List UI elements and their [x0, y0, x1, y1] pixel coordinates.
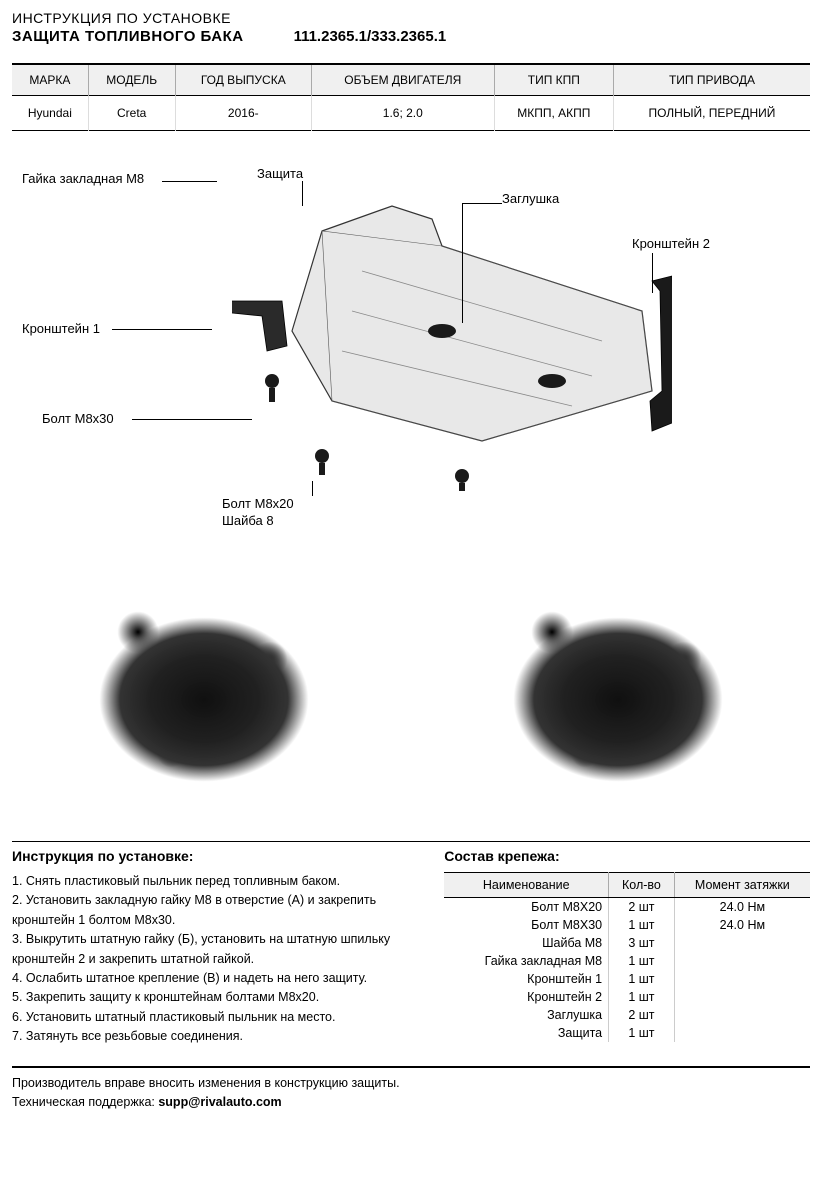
spec-header: ОБЪЕМ ДВИГАТЕЛЯ [311, 64, 494, 96]
instruction-step: 1. Снять пластиковый пыльник перед топли… [12, 872, 414, 891]
spec-header: МОДЕЛЬ [88, 64, 175, 96]
fastener-header: Момент затяжки [674, 873, 810, 898]
instruction-step: 5. Закрепить защиту к кронштейнам болтам… [12, 988, 414, 1007]
fastener-cell: 3 шт [609, 934, 675, 952]
instruction-step: 7. Затянуть все резьбовые соединения. [12, 1027, 414, 1046]
instruction-step: 3. Выкрутить штатную гайку (Б), установи… [12, 930, 414, 969]
spec-cell: МКПП, АКПП [494, 96, 613, 131]
footer: Производитель вправе вносить изменения в… [12, 1066, 810, 1112]
fastener-header: Наименование [444, 873, 608, 898]
install-photo-after [453, 551, 783, 821]
spec-cell: ПОЛНЫЙ, ПЕРЕДНИЙ [613, 96, 810, 131]
label-nut-m8: Гайка закладная М8 [22, 171, 144, 186]
page-title-line1: ИНСТРУКЦИЯ ПО УСТАНОВКЕ [12, 10, 810, 26]
fastener-cell: Шайба М8 [444, 934, 608, 952]
exploded-diagram: Гайка закладная М8 Защита Заглушка Кронш… [12, 161, 810, 531]
fastener-cell: Гайка закладная М8 [444, 952, 608, 970]
label-shield: Защита [257, 166, 303, 181]
fastener-cell: 1 шт [609, 970, 675, 988]
install-photo-before [39, 551, 369, 821]
label-washer8: Шайба 8 [222, 513, 274, 528]
spec-header: МАРКА [12, 64, 88, 96]
fastener-cell: 2 шт [609, 1006, 675, 1024]
fastener-cell: Заглушка [444, 1006, 608, 1024]
fastener-cell [674, 952, 810, 970]
fastener-cell: 24.0 Нм [674, 898, 810, 917]
spec-header: ГОД ВЫПУСКА [175, 64, 311, 96]
fastener-cell [674, 1006, 810, 1024]
fastener-cell: 1 шт [609, 1024, 675, 1042]
fastener-cell: Болт М8Х30 [444, 916, 608, 934]
footer-support-email: supp@rivalauto.com [158, 1095, 281, 1109]
fastener-cell: Кронштейн 1 [444, 970, 608, 988]
instruction-step: 4. Ослабить штатное крепление (В) и наде… [12, 969, 414, 988]
fastener-header: Кол-во [609, 873, 675, 898]
spec-cell: Hyundai [12, 96, 88, 131]
fastener-cell [674, 970, 810, 988]
fastener-cell: 2 шт [609, 898, 675, 917]
label-bracket2: Кронштейн 2 [632, 236, 710, 251]
fastener-cell: 1 шт [609, 952, 675, 970]
label-bolt-m8x30: Болт М8х30 [42, 411, 114, 426]
label-bracket1: Кронштейн 1 [22, 321, 100, 336]
fastener-cell: Болт М8Х20 [444, 898, 608, 917]
label-plug: Заглушка [502, 191, 559, 206]
fastener-cell: Защита [444, 1024, 608, 1042]
label-bolt-m8x20: Болт М8х20 [222, 496, 294, 511]
spec-cell: 2016- [175, 96, 311, 131]
spec-header: ТИП КПП [494, 64, 613, 96]
instructions-section: Инструкция по установке: 1. Снять пласти… [12, 848, 414, 1046]
fastener-cell: 24.0 Нм [674, 916, 810, 934]
page-title-line2: ЗАЩИТА ТОПЛИВНОГО БАКА [12, 28, 244, 45]
photo-row [12, 551, 810, 821]
spec-header: ТИП ПРИВОДА [613, 64, 810, 96]
fastener-cell [674, 934, 810, 952]
fastener-cell [674, 1024, 810, 1042]
spec-table: МАРКА МОДЕЛЬ ГОД ВЫПУСКА ОБЪЕМ ДВИГАТЕЛЯ… [12, 63, 810, 131]
part-number: 111.2365.1/333.2365.1 [294, 28, 447, 45]
instruction-step: 2. Установить закладную гайку М8 в отвер… [12, 891, 414, 930]
fastener-cell: 1 шт [609, 916, 675, 934]
fastener-cell: Кронштейн 2 [444, 988, 608, 1006]
footer-support-label: Техническая поддержка: [12, 1095, 158, 1109]
fastener-cell [674, 988, 810, 1006]
fasteners-table: Наименование Кол-во Момент затяжки Болт … [444, 872, 810, 1042]
spec-cell: 1.6; 2.0 [311, 96, 494, 131]
shield-illustration [232, 191, 672, 491]
instruction-step: 6. Установить штатный пластиковый пыльни… [12, 1008, 414, 1027]
fasteners-section: Состав крепежа: Наименование Кол-во Моме… [444, 848, 810, 1046]
fasteners-title: Состав крепежа: [444, 848, 810, 864]
fastener-cell: 1 шт [609, 988, 675, 1006]
footer-disclaimer: Производитель вправе вносить изменения в… [12, 1074, 810, 1093]
instructions-title: Инструкция по установке: [12, 848, 414, 864]
spec-cell: Creta [88, 96, 175, 131]
